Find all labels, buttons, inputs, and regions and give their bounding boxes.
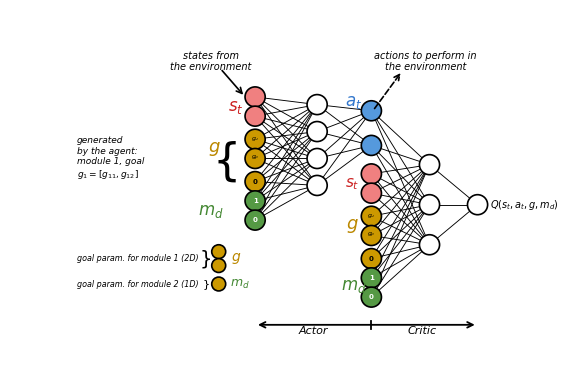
Circle shape [307, 175, 327, 195]
Text: 0: 0 [253, 217, 258, 223]
Circle shape [361, 225, 381, 245]
Text: $g$: $g$ [231, 251, 241, 266]
Text: generated
by the agent:
module 1, goal
$g_1 = [g_{11}, g_{12}]$: generated by the agent: module 1, goal $… [77, 136, 144, 181]
Text: 0: 0 [369, 294, 374, 300]
Text: $g$: $g$ [346, 217, 359, 235]
Circle shape [361, 183, 381, 203]
Text: $g_p$: $g_p$ [251, 154, 259, 163]
Text: Actor: Actor [298, 326, 328, 336]
Text: }: } [203, 279, 210, 289]
Text: goal param. for module 1 (2D): goal param. for module 1 (2D) [77, 254, 199, 263]
Circle shape [361, 164, 381, 184]
Circle shape [245, 149, 265, 169]
Text: {: { [213, 141, 241, 184]
Text: $Q(s_t, a_t, g, m_d)$: $Q(s_t, a_t, g, m_d)$ [490, 198, 559, 212]
Text: }: } [200, 249, 213, 268]
Circle shape [212, 258, 225, 273]
Circle shape [212, 277, 225, 291]
Circle shape [467, 195, 488, 215]
Circle shape [361, 101, 381, 121]
Text: 0: 0 [253, 179, 258, 185]
Circle shape [245, 106, 265, 126]
Circle shape [361, 248, 381, 269]
Text: $g_u$: $g_u$ [367, 212, 376, 220]
Text: $s_t$: $s_t$ [228, 98, 244, 116]
Circle shape [212, 245, 225, 258]
Circle shape [419, 155, 440, 175]
Circle shape [245, 172, 265, 192]
Text: $m_d$: $m_d$ [230, 278, 249, 291]
Text: $g_p$: $g_p$ [367, 231, 376, 240]
Text: $a_t$: $a_t$ [345, 93, 362, 111]
Text: Critic: Critic [407, 326, 436, 336]
Text: 1: 1 [253, 198, 258, 204]
Text: $s_t$: $s_t$ [345, 176, 359, 192]
Circle shape [361, 268, 381, 288]
Text: 1: 1 [369, 275, 374, 281]
Text: $g_u$: $g_u$ [251, 135, 259, 143]
Text: 0: 0 [369, 256, 374, 262]
Circle shape [361, 206, 381, 226]
Circle shape [307, 122, 327, 142]
Text: goal param. for module 2 (1D): goal param. for module 2 (1D) [77, 280, 199, 288]
Circle shape [245, 191, 265, 211]
Text: actions to perform in
the environment: actions to perform in the environment [374, 51, 477, 72]
Circle shape [307, 149, 327, 169]
Circle shape [245, 129, 265, 149]
Circle shape [419, 195, 440, 215]
Text: $m_d$: $m_d$ [340, 277, 366, 295]
Circle shape [419, 235, 440, 255]
Text: $m_d$: $m_d$ [198, 202, 224, 220]
Circle shape [361, 136, 381, 156]
Text: states from
the environment: states from the environment [171, 51, 252, 72]
Text: $g$: $g$ [208, 140, 220, 158]
Circle shape [245, 210, 265, 230]
Circle shape [361, 287, 381, 307]
Circle shape [245, 87, 265, 107]
Circle shape [307, 94, 327, 114]
